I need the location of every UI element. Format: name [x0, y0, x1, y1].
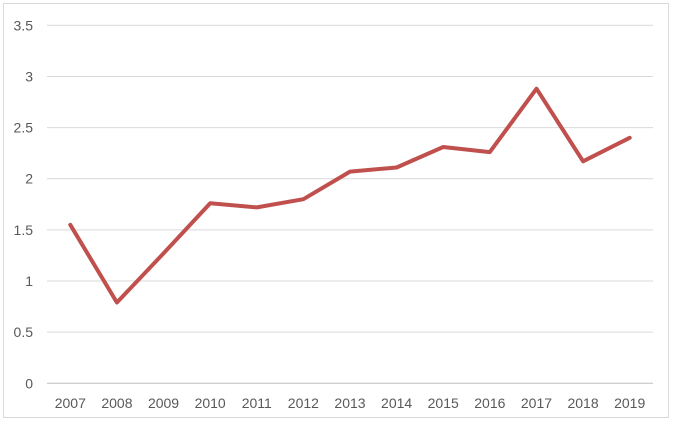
x-tick-label: 2017: [521, 395, 552, 411]
y-tick-label: 2.5: [14, 120, 34, 136]
y-tick-label: 3.5: [14, 17, 34, 33]
x-tick-label: 2010: [195, 395, 226, 411]
y-tick-label: 3: [25, 68, 33, 84]
x-tick-label: 2008: [101, 395, 132, 411]
y-tick-label: 2: [25, 171, 33, 187]
x-tick-label: 2013: [334, 395, 365, 411]
y-tick-label: 0: [25, 375, 33, 391]
y-tick-label: 1.5: [14, 222, 34, 238]
series-line: [68, 86, 632, 305]
x-tick-label: 2015: [428, 395, 459, 411]
x-tick-label: 2016: [474, 395, 505, 411]
x-tick-label: 2019: [614, 395, 645, 411]
chart-frame-border: [3, 3, 669, 418]
y-tick-label: 1: [25, 273, 33, 289]
x-tick-label: 2018: [567, 395, 598, 411]
x-tick-label: 2014: [381, 395, 412, 411]
x-tick-label: 2011: [242, 395, 272, 411]
x-tick-label: 2012: [288, 395, 319, 411]
x-tick-label: 2007: [55, 395, 86, 411]
y-tick-label: 0.5: [14, 324, 34, 340]
x-tick-label: 2009: [148, 395, 179, 411]
